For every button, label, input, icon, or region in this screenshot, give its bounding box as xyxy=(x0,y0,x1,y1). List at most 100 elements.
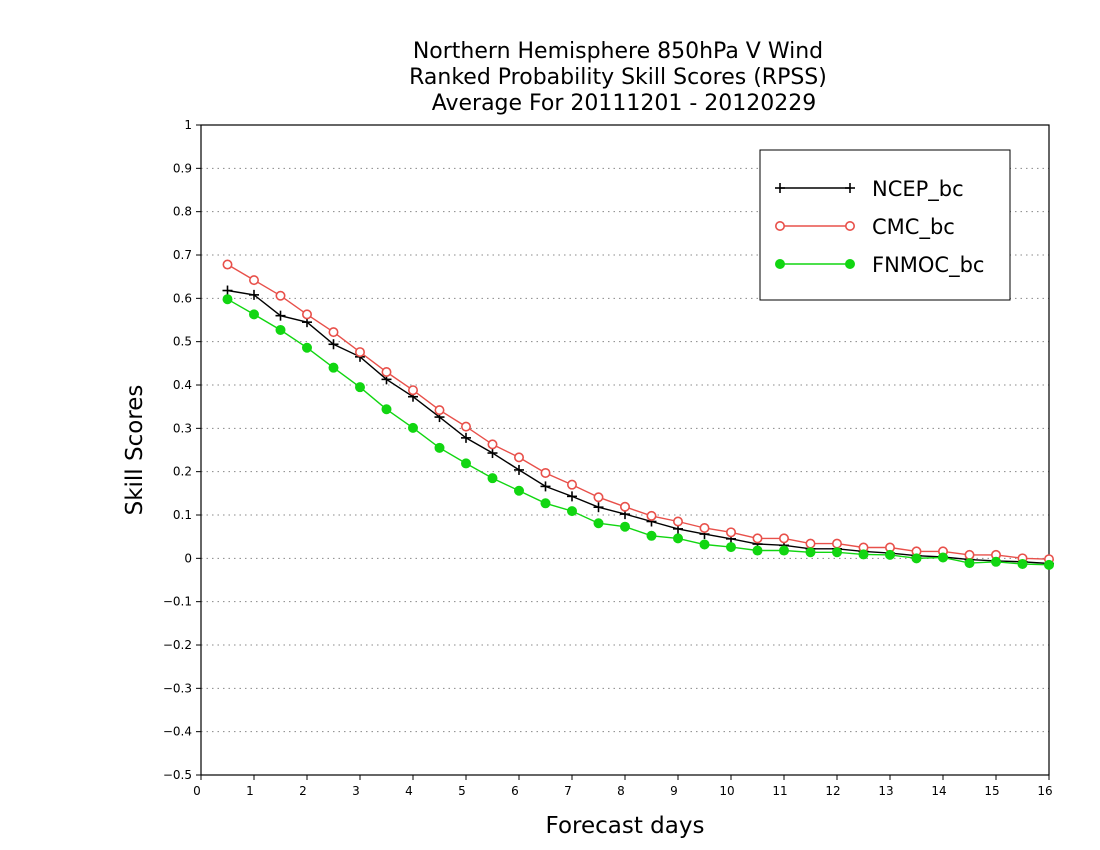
series-layer xyxy=(222,259,1055,570)
y-tick-label: 0 xyxy=(184,551,192,565)
x-axis: 0 1 2 3 4 5 6 7 8 9 10 11 12 13 14 15 16 xyxy=(193,775,1053,798)
data-point-fnmoc-bc xyxy=(1017,558,1028,569)
data-point-fnmoc-bc xyxy=(752,545,763,556)
title-line-3: Average For 20111201 - 20120229 xyxy=(432,91,817,116)
data-point-cmc-bc xyxy=(460,421,471,432)
data-point-ncep-bc xyxy=(567,491,577,502)
y-tick-label: −0.2 xyxy=(163,638,192,652)
data-point-ncep-bc xyxy=(461,432,471,443)
data-point-fnmoc-bc xyxy=(461,458,471,469)
data-point-fnmoc-bc xyxy=(885,549,895,560)
legend-label-fnmoc-bc: FNMOC_bc xyxy=(872,253,984,278)
data-point-fnmoc-bc xyxy=(249,309,259,320)
x-tick-label: 10 xyxy=(719,784,734,798)
data-point-cmc-bc xyxy=(699,522,710,533)
chart-title: Northern Hemisphere 850hPa V Wind Ranked… xyxy=(409,39,827,116)
data-point-cmc-bc xyxy=(513,452,524,463)
data-point-cmc-bc xyxy=(646,510,657,521)
data-point-cmc-bc xyxy=(301,309,312,320)
x-tick-label: 0 xyxy=(193,784,201,798)
legend-marker-cmc-bc xyxy=(844,221,855,232)
data-point-fnmoc-bc xyxy=(726,542,736,553)
data-point-ncep-bc xyxy=(487,448,498,459)
data-point-cmc-bc xyxy=(619,501,630,512)
data-point-fnmoc-bc xyxy=(567,506,577,517)
legend-label-ncep-bc: NCEP_bc xyxy=(872,177,964,202)
legend-label-cmc-bc: CMC_bc xyxy=(872,215,955,240)
title-line-2: Ranked Probability Skill Scores (RPSS) xyxy=(409,65,827,90)
y-tick-label: 0.2 xyxy=(173,465,192,479)
x-tick-label: 4 xyxy=(405,784,413,798)
data-point-cmc-bc xyxy=(434,405,445,416)
data-point-cmc-bc xyxy=(540,467,551,478)
x-tick-label: 16 xyxy=(1037,784,1052,798)
x-tick-label: 8 xyxy=(617,784,625,798)
x-tick-label: 7 xyxy=(564,784,572,798)
x-tick-label: 3 xyxy=(352,784,360,798)
y-tick-label: 0.4 xyxy=(173,378,192,392)
legend: NCEP_bc CMC_bc FNMOC_bc xyxy=(759,149,1011,301)
data-point-fnmoc-bc xyxy=(540,498,551,509)
y-tick-label: 0.3 xyxy=(173,421,192,435)
data-point-cmc-bc xyxy=(328,327,339,338)
data-point-ncep-bc xyxy=(328,339,339,350)
data-point-ncep-bc xyxy=(593,502,604,513)
data-point-cmc-bc xyxy=(566,479,577,490)
legend-entry-fnmoc-bc: FNMOC_bc xyxy=(775,253,984,278)
data-point-fnmoc-bc xyxy=(408,422,418,433)
data-point-cmc-bc xyxy=(805,538,816,549)
data-point-fnmoc-bc xyxy=(991,556,1001,567)
data-point-cmc-bc xyxy=(778,533,789,544)
data-point-fnmoc-bc xyxy=(832,547,842,558)
data-point-fnmoc-bc xyxy=(222,294,233,305)
data-point-cmc-bc xyxy=(354,347,365,358)
legend-entry-cmc-bc: CMC_bc xyxy=(774,215,955,240)
data-point-fnmoc-bc xyxy=(275,324,286,335)
data-point-ncep-bc xyxy=(540,481,551,492)
legend-marker-ncep-bc xyxy=(845,183,855,193)
data-point-fnmoc-bc xyxy=(328,362,339,373)
data-point-fnmoc-bc xyxy=(620,521,630,532)
legend-marker-fnmoc-bc xyxy=(775,259,785,269)
y-tick-label: 0.8 xyxy=(173,205,192,219)
x-tick-label: 2 xyxy=(299,784,307,798)
data-point-fnmoc-bc xyxy=(646,530,657,541)
x-tick-label: 6 xyxy=(511,784,519,798)
data-point-fnmoc-bc xyxy=(964,558,975,569)
data-point-fnmoc-bc xyxy=(355,382,365,393)
data-point-cmc-bc xyxy=(249,275,260,286)
data-point-cmc-bc xyxy=(381,366,392,377)
series-fnmoc-bc xyxy=(222,294,1054,570)
data-point-cmc-bc xyxy=(672,516,683,527)
y-tick-label: 0.9 xyxy=(173,161,192,175)
y-tick-label: −0.1 xyxy=(163,595,192,609)
data-point-fnmoc-bc xyxy=(434,442,445,453)
legend-entry-ncep-bc: NCEP_bc xyxy=(775,177,964,202)
data-point-ncep-bc xyxy=(514,464,524,475)
legend-box xyxy=(759,149,1011,301)
data-point-fnmoc-bc xyxy=(381,404,392,415)
data-point-ncep-bc xyxy=(249,289,259,300)
legend-entries: NCEP_bc CMC_bc FNMOC_bc xyxy=(774,177,984,278)
legend-marker-ncep-bc xyxy=(775,183,785,193)
data-point-cmc-bc xyxy=(725,527,736,538)
x-tick-label: 12 xyxy=(825,784,840,798)
data-point-fnmoc-bc xyxy=(673,533,683,544)
y-tick-label: 0.6 xyxy=(173,291,192,305)
x-tick-label: 9 xyxy=(670,784,678,798)
legend-marker-fnmoc-bc xyxy=(845,259,855,269)
data-point-cmc-bc xyxy=(407,385,418,396)
data-point-fnmoc-bc xyxy=(302,342,312,353)
data-point-fnmoc-bc xyxy=(514,485,524,496)
y-tick-label: 1 xyxy=(184,118,192,132)
x-tick-label: 13 xyxy=(878,784,893,798)
series-cmc-bc xyxy=(222,259,1055,565)
data-point-fnmoc-bc xyxy=(699,539,710,550)
x-tick-label: 5 xyxy=(458,784,466,798)
legend-marker-cmc-bc xyxy=(774,221,785,232)
data-point-cmc-bc xyxy=(487,439,498,450)
y-tick-label: −0.5 xyxy=(163,768,192,782)
x-tick-label: 1 xyxy=(246,784,254,798)
data-point-cmc-bc xyxy=(593,492,604,503)
